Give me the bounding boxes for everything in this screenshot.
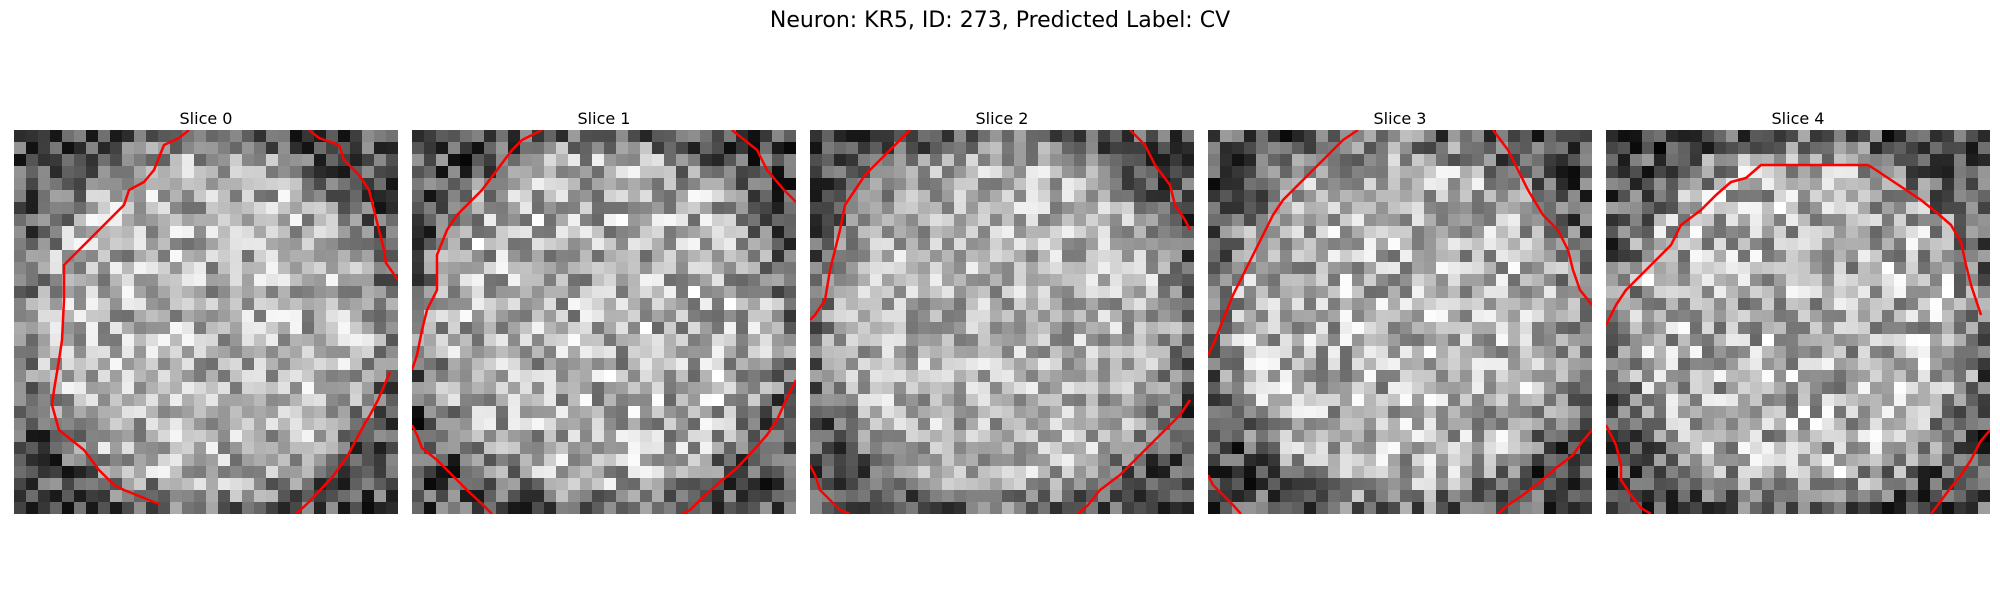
contour-line bbox=[1208, 130, 1359, 356]
slice-panel-2: Slice 2 bbox=[810, 108, 1194, 514]
contour-line bbox=[412, 424, 493, 514]
contour-line bbox=[1497, 429, 1592, 514]
slice-image-4 bbox=[1606, 130, 1990, 514]
figure-title: Neuron: KR5, ID: 273, Predicted Label: C… bbox=[769, 8, 1231, 33]
slice-panel-0: Slice 0 bbox=[14, 108, 398, 514]
contour-line bbox=[1129, 130, 1192, 231]
slice-panel-1: Slice 1 bbox=[412, 108, 796, 514]
contour-line bbox=[1077, 399, 1192, 514]
slice-title: Slice 3 bbox=[1373, 109, 1427, 128]
slice-panel-4: Slice 4 bbox=[1606, 108, 1990, 514]
contour-line bbox=[1208, 474, 1242, 514]
slice-title: Slice 0 bbox=[179, 109, 233, 128]
contour-line bbox=[295, 371, 392, 514]
contour-line bbox=[810, 130, 911, 321]
pixel-grid bbox=[412, 130, 796, 514]
contour-line bbox=[1492, 130, 1592, 306]
pixel-grid bbox=[14, 130, 398, 514]
slice-title: Slice 2 bbox=[975, 109, 1029, 128]
slice-title: Slice 1 bbox=[577, 109, 631, 128]
slice-image-3 bbox=[1208, 130, 1592, 514]
slice-panel-3: Slice 3 bbox=[1208, 108, 1592, 514]
contour-line bbox=[731, 130, 796, 203]
contour-line bbox=[681, 379, 796, 514]
pixel-grid bbox=[1208, 130, 1592, 514]
contour-line bbox=[1606, 163, 1983, 326]
contour-line bbox=[810, 464, 851, 514]
contour-line bbox=[50, 130, 190, 506]
slice-image-0 bbox=[14, 130, 398, 514]
pixel-grid bbox=[810, 130, 1194, 514]
slice-image-2 bbox=[810, 130, 1194, 514]
pixel-grid bbox=[1606, 130, 1990, 514]
contour-line bbox=[1606, 424, 1652, 514]
contour-line bbox=[308, 130, 398, 281]
slice-image-1 bbox=[412, 130, 796, 514]
contour-line bbox=[412, 130, 543, 371]
slice-title: Slice 4 bbox=[1771, 109, 1825, 128]
contour-line bbox=[1930, 429, 1990, 514]
